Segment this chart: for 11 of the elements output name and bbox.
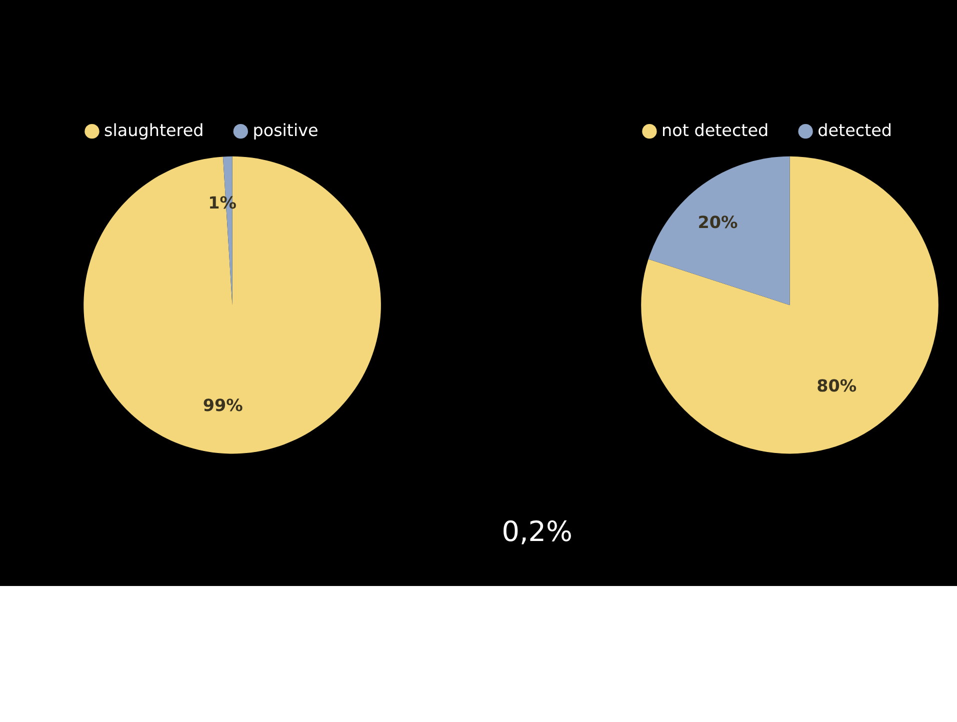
pie-slice (84, 156, 381, 454)
legend-label: detected (818, 120, 892, 140)
data-label: 99% (202, 394, 244, 415)
legend-label: not detected (662, 120, 769, 140)
pie-slice (648, 156, 790, 306)
text: 0,2% (502, 515, 573, 548)
data-label: 80% (816, 376, 857, 396)
data-label: 20% (698, 212, 738, 232)
legend-label: positive (252, 120, 318, 140)
legend-label: slaughtered (104, 120, 204, 140)
pie-slice (641, 156, 938, 454)
